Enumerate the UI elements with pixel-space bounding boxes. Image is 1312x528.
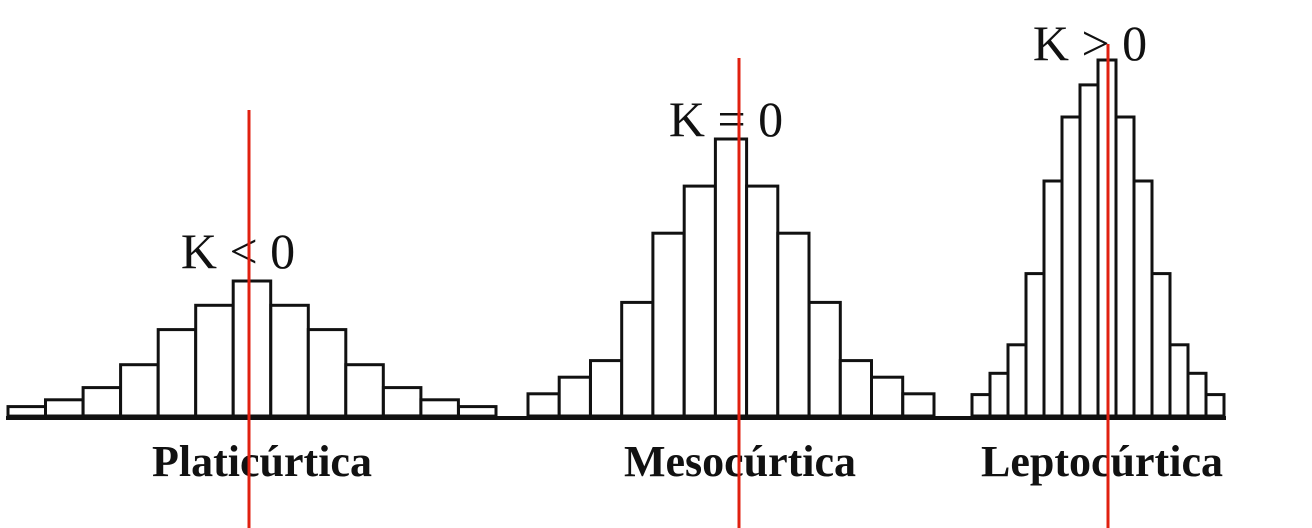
histogram-platicurtica: K < 0 Platicúrtica <box>6 110 498 528</box>
histogram-bar <box>807 300 842 418</box>
histogram-bar <box>269 303 310 418</box>
histogram-bar <box>526 392 561 418</box>
histogram-bar <box>988 371 1010 418</box>
histogram-bars <box>6 279 498 418</box>
histogram-bar <box>1186 371 1208 418</box>
histogram-bar <box>1132 179 1154 418</box>
histogram-bar <box>81 386 123 418</box>
histogram-bar <box>156 328 198 418</box>
histogram-bar <box>1150 272 1172 418</box>
histogram-bar <box>901 392 936 418</box>
histogram-bar <box>344 363 385 418</box>
histogram-bar <box>306 328 348 418</box>
histogram-mesocurtica: K = 0 Mesocúrtica <box>526 58 936 528</box>
histogram-leptocurtica: K > 0 Leptocúrtica <box>970 15 1226 528</box>
histogram-bar <box>682 184 717 418</box>
histogram-bar <box>589 359 624 418</box>
histogram-bars <box>526 137 936 418</box>
histogram-bar <box>1114 115 1136 418</box>
histogram-bar <box>1042 179 1064 418</box>
histogram-bar <box>870 375 905 418</box>
histogram-bar <box>651 231 686 418</box>
distribution-name-leptocurtica: Leptocúrtica <box>981 437 1223 486</box>
histogram-bar <box>194 303 235 418</box>
histogram-bar <box>119 363 160 418</box>
histogram-bar <box>776 231 811 418</box>
kurtosis-label-mesocurtica: K = 0 <box>669 91 783 147</box>
histogram-bar <box>6 405 47 418</box>
histogram-bar <box>457 405 498 418</box>
histogram-bars <box>970 58 1226 418</box>
kurtosis-label-platicurtica: K < 0 <box>181 223 295 279</box>
histogram-bar <box>44 398 85 418</box>
histogram-bar <box>1078 83 1100 418</box>
kurtosis-label-leptocurtica: K > 0 <box>1033 15 1147 71</box>
histogram-bar <box>381 386 423 418</box>
histogram-bar <box>1204 393 1226 418</box>
histogram-bar <box>620 300 655 418</box>
histogram-bar <box>713 137 749 418</box>
histogram-bar <box>1006 343 1028 418</box>
histogram-bar <box>838 359 873 418</box>
histogram-bar <box>557 375 592 418</box>
histogram-bar <box>419 398 460 418</box>
histogram-bar <box>745 184 780 418</box>
histogram-bar <box>1060 115 1082 418</box>
histogram-bar <box>1168 343 1190 418</box>
histogram-bar <box>1024 272 1046 418</box>
distribution-name-platicurtica: Platicúrtica <box>152 437 372 486</box>
histogram-bar <box>231 279 273 418</box>
histogram-bar <box>970 393 992 418</box>
